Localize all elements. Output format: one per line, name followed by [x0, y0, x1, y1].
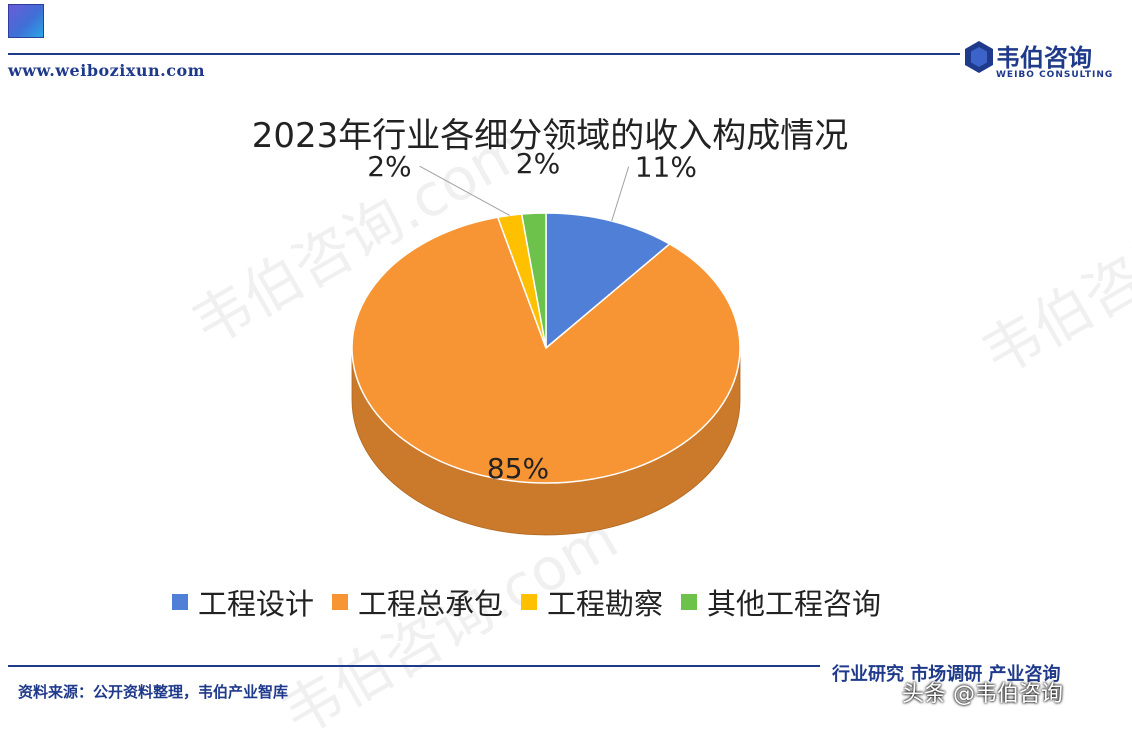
- header-divider: [8, 53, 960, 55]
- chart-title: 2023年行业各细分领域的收入构成情况: [251, 116, 849, 156]
- data-label-4: 2%: [516, 147, 560, 180]
- data-label-1: 11%: [635, 151, 697, 184]
- corner-logo-square: [8, 4, 44, 38]
- legend-label: 其他工程咨询: [707, 587, 882, 621]
- chart-legend: 工程设计 工程总承包 工程勘察 其他工程咨询: [172, 580, 881, 624]
- data-label-2: 85%: [487, 452, 549, 485]
- pie-slice-2: [351, 216, 741, 484]
- site-url: www.weibozixun.com: [8, 61, 206, 80]
- data-source: 资料来源：公开资料整理，韦伯产业智库: [18, 683, 289, 701]
- logo-subtitle: WEIBO CONSULTING: [996, 70, 1114, 80]
- pie-slice-4: [520, 212, 547, 349]
- legend-label: 工程勘察: [547, 587, 664, 621]
- data-label-3: 2%: [367, 150, 411, 183]
- pie-labels: 11% 85% 2% 2%: [367, 147, 697, 485]
- legend-item-4: 其他工程咨询: [681, 581, 881, 623]
- legend-swatch: [521, 594, 538, 610]
- logo-name: 韦伯咨询: [996, 44, 1092, 72]
- legend-label: 工程设计: [198, 587, 315, 621]
- footer-slogan: 行业研究 市场调研 产业咨询: [832, 664, 1061, 685]
- pie-slice-1: [545, 212, 671, 350]
- pie-slices: [351, 212, 741, 484]
- legend-swatch: [172, 594, 188, 610]
- footer-divider: [8, 665, 820, 667]
- label-leader-1: [611, 166, 630, 222]
- legend-swatch: [681, 594, 698, 610]
- legend-item-2: 工程总承包: [332, 581, 503, 623]
- brand-logo: 韦伯咨询 WEIBO CONSULTING: [962, 38, 1122, 86]
- hexagon-logo-icon: [965, 41, 993, 73]
- label-leader-3: [419, 165, 510, 216]
- legend-label: 工程总承包: [358, 587, 504, 621]
- toutiao-watermark: 头条 @韦伯咨询: [902, 682, 1063, 707]
- pie-chart: 11% 85% 2% 2%: [351, 147, 741, 536]
- legend-item-3: 工程勘察: [521, 581, 663, 623]
- legend-swatch: [332, 594, 349, 610]
- legend-item-1: 工程设计: [172, 581, 314, 623]
